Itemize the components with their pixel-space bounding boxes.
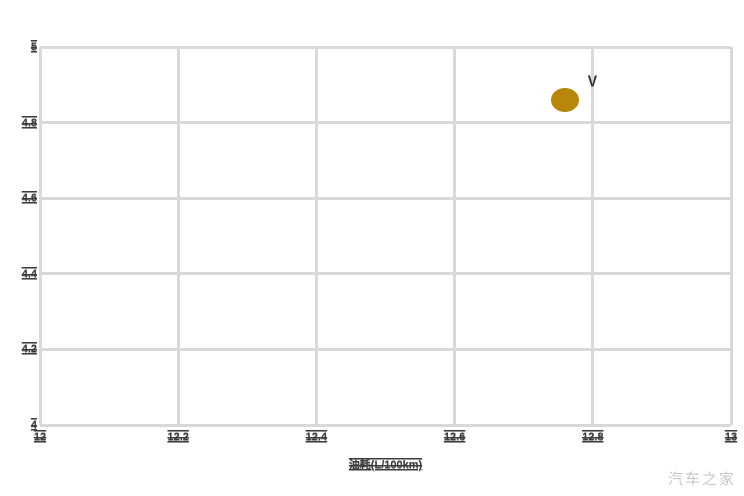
y-tick-label: 4.2 (21, 343, 37, 356)
x-tick-label: 12 (33, 431, 47, 443)
horizontal-gridline (40, 121, 731, 125)
data-point[interactable] (551, 87, 580, 112)
watermark-autohome: 汽车之家 (667, 471, 736, 488)
x-tick-label: 12.4 (305, 431, 328, 443)
y-tick-label: 4.4 (21, 267, 37, 280)
x-tick-label: 13 (724, 431, 738, 443)
horizontal-gridline (40, 45, 731, 49)
horizontal-gridline (40, 196, 731, 200)
vertical-gridline (591, 47, 595, 425)
x-tick-label: 12.2 (167, 431, 189, 443)
x-tick-label: 12.6 (443, 431, 466, 443)
x-tick-label: 12.8 (582, 431, 604, 443)
y-tick-label: 4 (30, 419, 37, 431)
vertical-gridline (314, 47, 318, 425)
vertical-gridline (38, 47, 42, 425)
horizontal-gridline (40, 423, 731, 427)
horizontal-gridline (40, 272, 731, 276)
y-tick-label: 4.8 (21, 116, 37, 129)
horizontal-gridline (40, 347, 731, 351)
y-tick-label: 5 (30, 41, 37, 53)
x-axis-title: 油耗(L/100km) (348, 459, 423, 471)
vertical-gridline (176, 47, 180, 425)
y-tick-label: 4.6 (21, 192, 37, 205)
plot-area (38, 45, 733, 427)
vertical-gridline (729, 47, 733, 425)
v-annotation-mark: V (587, 72, 598, 90)
vertical-gridline (453, 47, 457, 425)
